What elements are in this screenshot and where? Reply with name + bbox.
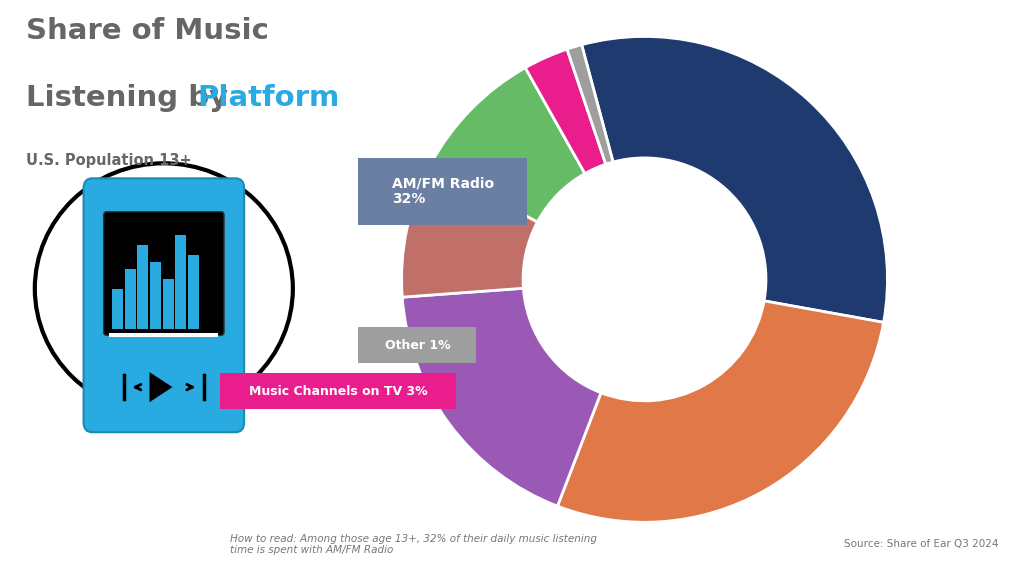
Bar bbox=[125, 268, 136, 329]
Polygon shape bbox=[150, 372, 172, 402]
Text: Listening by: Listening by bbox=[26, 84, 238, 112]
Bar bbox=[175, 235, 186, 329]
Bar bbox=[188, 255, 199, 329]
Wedge shape bbox=[557, 301, 884, 522]
Bar bbox=[163, 279, 174, 329]
Text: Music Channels on TV 3%: Music Channels on TV 3% bbox=[249, 385, 427, 397]
Text: Other 1%: Other 1% bbox=[385, 339, 451, 351]
Wedge shape bbox=[402, 288, 601, 506]
Bar bbox=[113, 289, 123, 329]
Text: U.S. Population 13+: U.S. Population 13+ bbox=[26, 153, 191, 168]
Bar bbox=[137, 245, 148, 329]
Bar bbox=[151, 262, 161, 329]
Text: SiriusXM
9%: SiriusXM 9% bbox=[931, 430, 1004, 463]
FancyBboxPatch shape bbox=[103, 212, 224, 335]
Text: Streaming Music
28%: Streaming Music 28% bbox=[865, 99, 1004, 131]
Wedge shape bbox=[525, 49, 606, 173]
FancyBboxPatch shape bbox=[358, 327, 476, 363]
Text: Source: Share of Ear Q3 2024: Source: Share of Ear Q3 2024 bbox=[844, 539, 998, 550]
Text: Owned Music
9%: Owned Music 9% bbox=[894, 494, 1004, 526]
Wedge shape bbox=[401, 165, 538, 297]
Wedge shape bbox=[582, 36, 888, 323]
FancyBboxPatch shape bbox=[84, 179, 244, 432]
Text: AM/FM Radio
32%: AM/FM Radio 32% bbox=[392, 176, 495, 206]
FancyBboxPatch shape bbox=[358, 158, 527, 225]
Wedge shape bbox=[430, 68, 585, 222]
Text: Platform: Platform bbox=[198, 84, 340, 112]
Bar bbox=[110, 333, 218, 337]
Text: Share of Music: Share of Music bbox=[26, 17, 268, 46]
Wedge shape bbox=[567, 45, 613, 164]
FancyBboxPatch shape bbox=[220, 373, 456, 409]
Text: How to read: Among those age 13+, 32% of their daily music listening
time is spe: How to read: Among those age 13+, 32% of… bbox=[230, 533, 597, 555]
Text: Music/Music
Videos on
YouTube
18%: Music/Music Videos on YouTube 18% bbox=[903, 246, 1004, 313]
